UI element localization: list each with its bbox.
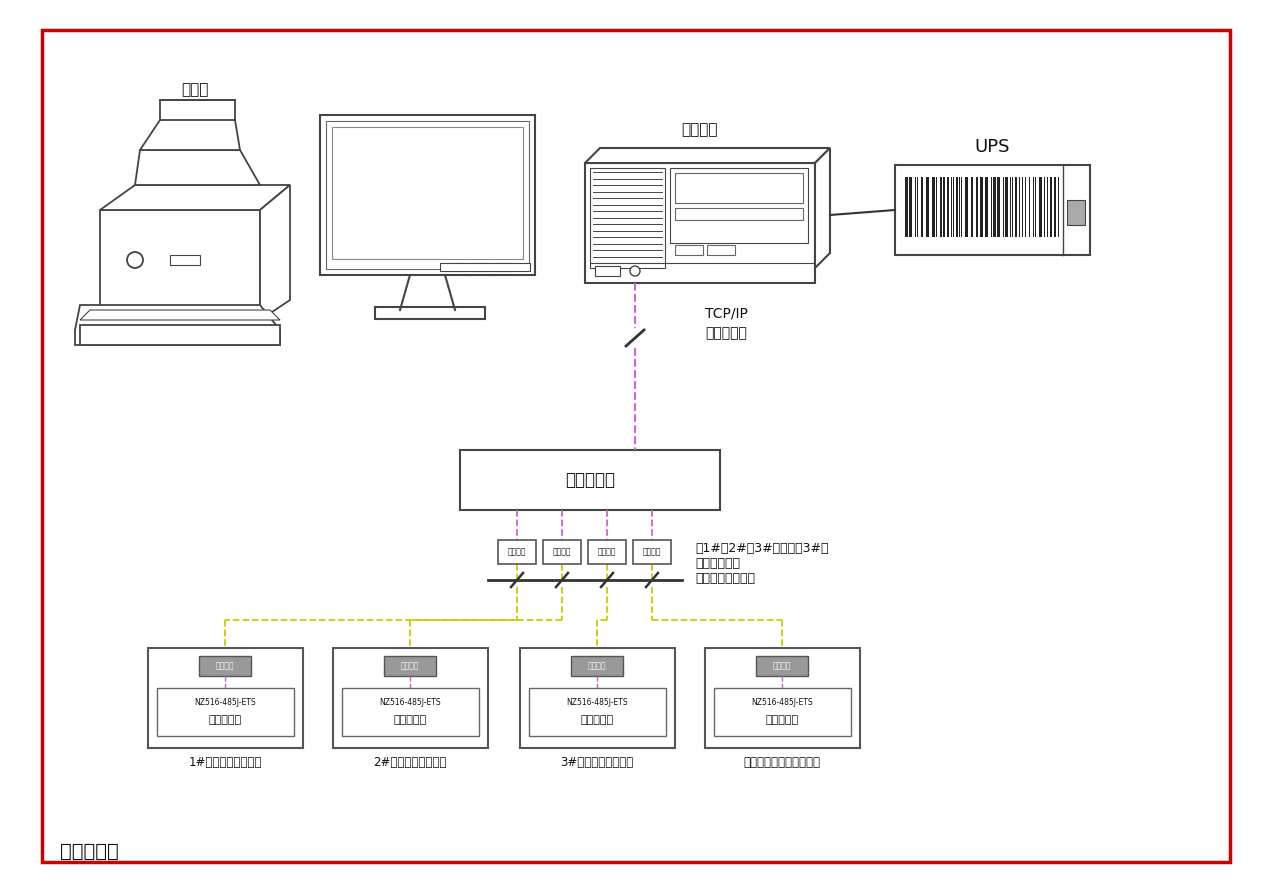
Circle shape	[630, 266, 640, 276]
Text: 网络交换机: 网络交换机	[565, 471, 614, 489]
Bar	[588, 540, 626, 564]
Bar	[332, 127, 523, 259]
Bar	[943, 177, 945, 237]
Polygon shape	[585, 148, 830, 163]
Bar	[976, 177, 978, 237]
Text: 五类八芯线: 五类八芯线	[704, 326, 746, 340]
Bar	[530, 688, 666, 736]
Bar	[1005, 177, 1009, 237]
Text: 串口服务器: 串口服务器	[209, 715, 242, 725]
Bar	[946, 177, 949, 237]
Text: 数据采集: 数据采集	[508, 547, 526, 556]
Bar	[715, 688, 851, 736]
Text: UPS: UPS	[974, 138, 1010, 156]
Bar	[1067, 200, 1085, 225]
Bar	[704, 648, 860, 748]
Text: 数据采集: 数据采集	[588, 661, 606, 670]
Bar	[326, 121, 530, 269]
Polygon shape	[75, 305, 280, 345]
Bar	[756, 656, 808, 676]
Bar	[148, 648, 303, 748]
Polygon shape	[80, 310, 280, 320]
Bar	[997, 177, 1000, 237]
Bar	[965, 177, 968, 237]
Text: 1#配电室数据采集箱: 1#配电室数据采集箱	[189, 755, 262, 769]
Bar	[199, 656, 251, 676]
Text: NZ516-485J-ETS: NZ516-485J-ETS	[566, 697, 628, 707]
Bar	[595, 266, 620, 276]
Polygon shape	[136, 150, 260, 185]
Bar	[342, 688, 479, 736]
Text: 数据采集: 数据采集	[642, 547, 661, 556]
Polygon shape	[100, 185, 290, 210]
Bar	[933, 177, 935, 237]
Bar	[984, 177, 988, 237]
Bar	[375, 307, 485, 319]
Bar	[321, 115, 535, 275]
Text: 配电室和保障: 配电室和保障	[696, 556, 740, 570]
Bar	[634, 540, 672, 564]
Bar	[993, 177, 996, 237]
Bar	[585, 163, 815, 283]
Text: 监控值班室: 监控值班室	[60, 841, 119, 860]
Polygon shape	[100, 210, 260, 320]
Text: 系统主机: 系统主机	[682, 123, 718, 137]
Text: 2#配电室数据采集箱: 2#配电室数据采集箱	[374, 755, 447, 769]
Bar	[908, 177, 912, 237]
Polygon shape	[815, 148, 830, 268]
Bar	[494, 263, 512, 271]
Text: 串口服务器: 串口服务器	[765, 715, 798, 725]
Polygon shape	[80, 325, 280, 345]
Bar	[675, 173, 803, 203]
Bar	[170, 255, 200, 265]
Bar	[1015, 177, 1017, 237]
Bar	[384, 656, 436, 676]
Text: 打印机: 打印机	[181, 82, 209, 98]
Bar	[675, 245, 703, 255]
Bar	[895, 165, 1090, 255]
Bar	[1050, 177, 1052, 237]
Bar	[440, 263, 530, 271]
Bar	[675, 208, 803, 220]
Text: TCP/IP: TCP/IP	[704, 306, 748, 320]
Text: 数据采集: 数据采集	[552, 547, 571, 556]
Bar	[460, 450, 720, 510]
Bar	[498, 540, 536, 564]
Bar	[926, 177, 929, 237]
Text: 性住房数据采集箱: 性住房数据采集箱	[696, 572, 755, 584]
Bar	[544, 540, 582, 564]
Bar	[670, 168, 808, 243]
Text: 串口服务器: 串口服务器	[394, 715, 427, 725]
Text: 至1#、2#、3#配电室、3#分: 至1#、2#、3#配电室、3#分	[696, 541, 829, 555]
Bar	[707, 245, 735, 255]
Text: 数据采集: 数据采集	[773, 661, 792, 670]
Bar	[590, 168, 665, 268]
Bar	[979, 177, 983, 237]
Text: NZ516-485J-ETS: NZ516-485J-ETS	[194, 697, 256, 707]
Circle shape	[127, 252, 143, 268]
Text: 串口服务器: 串口服务器	[580, 715, 613, 725]
Text: 数据采集: 数据采集	[598, 547, 616, 556]
Bar	[921, 177, 922, 237]
Bar	[905, 177, 908, 237]
Bar	[333, 648, 488, 748]
Text: 数据采集: 数据采集	[215, 661, 234, 670]
Bar	[157, 688, 294, 736]
Bar	[1039, 177, 1041, 237]
Bar	[1054, 177, 1055, 237]
Bar	[957, 177, 958, 237]
Bar	[450, 263, 468, 271]
Bar	[971, 177, 973, 237]
Bar	[473, 263, 490, 271]
Bar	[519, 648, 675, 748]
Text: 保障性配电室数据采集箱: 保障性配电室数据采集箱	[744, 755, 821, 769]
Polygon shape	[260, 185, 290, 320]
Bar	[940, 177, 941, 237]
Text: NZ516-485J-ETS: NZ516-485J-ETS	[379, 697, 441, 707]
Polygon shape	[139, 120, 239, 150]
Text: NZ516-485J-ETS: NZ516-485J-ETS	[751, 697, 813, 707]
Text: 3#配电室数据采集箱: 3#配电室数据采集箱	[560, 755, 634, 769]
Bar	[571, 656, 623, 676]
Text: 数据采集: 数据采集	[400, 661, 419, 670]
